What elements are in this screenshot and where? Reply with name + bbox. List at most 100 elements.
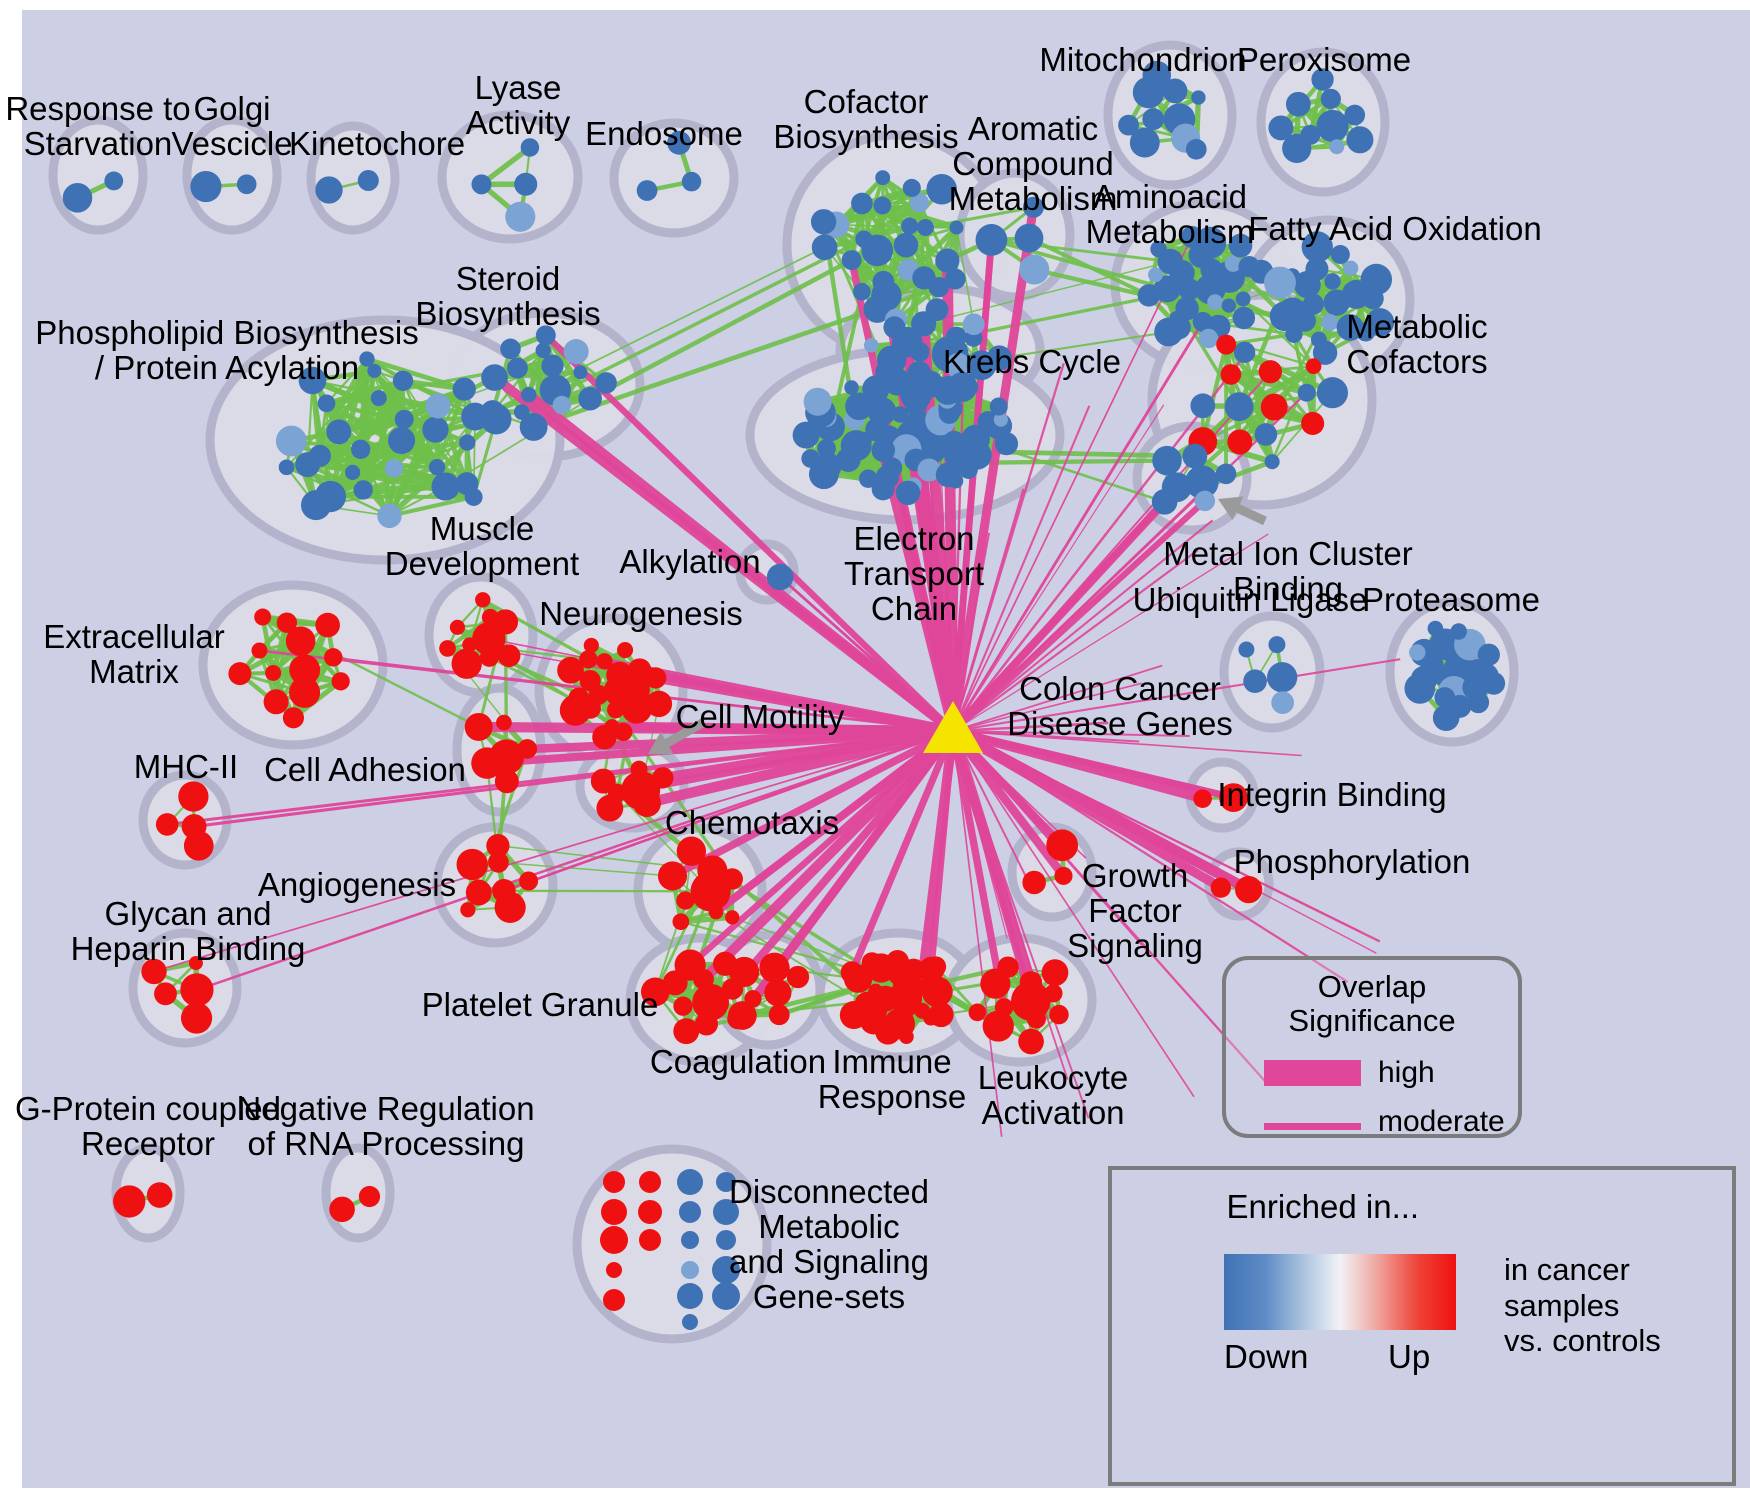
gene-set-node <box>673 996 693 1016</box>
gene-set-node <box>1235 876 1263 904</box>
gene-set-node <box>146 1182 173 1208</box>
overlap-significance-legend: Overlap Significance high moderate <box>1222 956 1522 1138</box>
gene-set-node <box>351 439 371 460</box>
hub-node-triangle[interactable] <box>923 701 983 753</box>
overlap-edge-thin <box>952 532 991 732</box>
gene-set-node <box>358 1185 381 1208</box>
overlap-edge-thin <box>952 519 1214 732</box>
gene-set-node <box>1142 60 1172 90</box>
gene-set-node <box>766 563 794 591</box>
gene-set-node <box>862 375 890 403</box>
gene-set-node <box>1269 301 1300 332</box>
gene-set-node <box>573 365 588 380</box>
gene-set-node <box>1233 341 1256 363</box>
gene-set-node <box>486 834 510 858</box>
gene-set-node <box>630 760 648 778</box>
gene-set-node <box>353 480 373 500</box>
gene-set-node <box>873 196 892 215</box>
gene-set-node <box>1185 138 1207 160</box>
gene-set-node <box>639 1229 661 1251</box>
overlap-edge-thin <box>951 362 1065 732</box>
gene-set-node <box>592 724 617 750</box>
gene-set-node <box>975 224 1008 256</box>
gene-set-node <box>652 767 674 789</box>
gene-set-node <box>1450 623 1467 640</box>
gene-set-node <box>471 747 503 779</box>
gene-set-node <box>180 1002 213 1034</box>
gene-set-node <box>1427 620 1444 637</box>
gene-set-node <box>357 169 379 192</box>
gene-set-node <box>596 794 624 822</box>
gene-set-node <box>1312 340 1338 365</box>
gene-set-node <box>1311 68 1334 91</box>
gene-set-node <box>673 1018 700 1045</box>
gene-set-node <box>681 1231 699 1249</box>
similarity-edge <box>388 387 466 518</box>
similarity-edge <box>305 440 470 467</box>
gene-set-node <box>676 891 695 910</box>
gene-set-node <box>155 813 179 836</box>
overlap-legend-title: Overlap Significance <box>1288 969 1456 1039</box>
overlap-edge-thin <box>952 730 1349 984</box>
gene-set-node <box>725 910 740 925</box>
similarity-edge <box>880 204 949 263</box>
gene-set-node <box>645 667 667 689</box>
gene-set-node <box>494 891 526 923</box>
gene-set-node <box>1264 454 1280 470</box>
overlap-edge-thin <box>952 730 1190 738</box>
gene-set-node <box>1285 91 1311 117</box>
overlap-edge-thin <box>952 405 1091 732</box>
gene-set-node <box>729 956 760 987</box>
gene-set-node <box>1054 866 1073 885</box>
similarity-edge <box>1229 372 1274 464</box>
gene-set-node <box>1216 334 1237 355</box>
overlap-edge-thin <box>952 549 1199 732</box>
gene-set-node <box>1360 263 1393 296</box>
gene-set-node <box>1154 317 1183 347</box>
similarity-edge <box>1242 350 1268 437</box>
gene-set-node <box>840 961 864 984</box>
enrichment-note: in cancer samples vs. controls <box>1504 1252 1661 1359</box>
gene-set-node <box>1365 308 1395 337</box>
gene-set-node <box>721 868 743 890</box>
overlap-edge <box>949 497 1209 735</box>
gene-set-node <box>1018 1028 1044 1055</box>
gene-set-node <box>694 1012 718 1036</box>
gene-set-node <box>716 1230 736 1250</box>
gene-set-node <box>521 387 537 403</box>
gene-set-node <box>113 1185 146 1218</box>
gene-set-node <box>1219 783 1248 812</box>
gene-set-node <box>606 701 625 719</box>
gene-set-node <box>563 338 589 365</box>
gene-set-node <box>494 769 519 794</box>
gene-set-node <box>1329 139 1345 155</box>
overlap-edge <box>542 332 957 735</box>
gene-set-node <box>1297 383 1316 402</box>
gene-set-node <box>855 230 873 248</box>
similarity-edge-inter <box>1207 240 1287 319</box>
gene-set-node <box>289 676 321 708</box>
gene-set-node <box>180 973 214 1007</box>
gene-set-node <box>488 851 509 873</box>
gene-set-node <box>1224 392 1254 422</box>
gene-set-node <box>1227 429 1253 455</box>
gene-set-node <box>994 432 1019 456</box>
gene-set-node <box>962 313 985 336</box>
gene-set-node <box>507 357 528 379</box>
gene-set-node <box>1285 325 1303 343</box>
gene-set-node <box>1220 364 1242 385</box>
gene-set-node <box>1019 971 1043 994</box>
gene-set-node <box>917 458 941 482</box>
gene-set-node <box>603 1289 625 1311</box>
gene-set-node <box>1267 662 1298 693</box>
gene-set-node <box>871 477 895 501</box>
gene-set-node <box>278 459 295 476</box>
gene-set-node <box>578 386 602 411</box>
gene-set-node <box>1215 463 1237 485</box>
gene-set-node <box>945 326 967 348</box>
gene-set-node <box>1268 636 1286 654</box>
similarity-edge-inter <box>503 620 509 759</box>
gene-set-node <box>183 830 214 861</box>
gene-set-node <box>697 855 728 886</box>
